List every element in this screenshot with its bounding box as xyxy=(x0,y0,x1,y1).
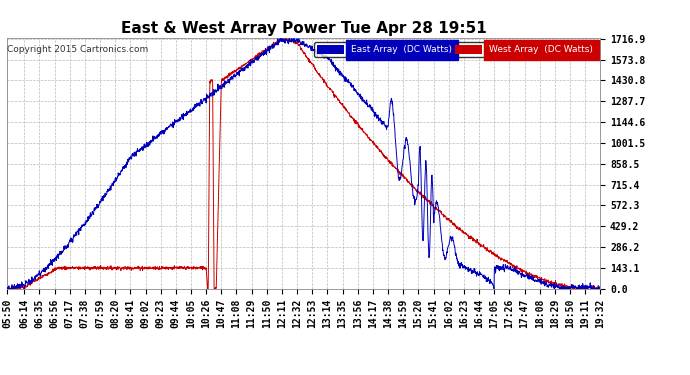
Text: Copyright 2015 Cartronics.com: Copyright 2015 Cartronics.com xyxy=(8,45,149,54)
Title: East & West Array Power Tue Apr 28 19:51: East & West Array Power Tue Apr 28 19:51 xyxy=(121,21,486,36)
Legend: East Array  (DC Watts), West Array  (DC Watts): East Array (DC Watts), West Array (DC Wa… xyxy=(314,42,595,57)
